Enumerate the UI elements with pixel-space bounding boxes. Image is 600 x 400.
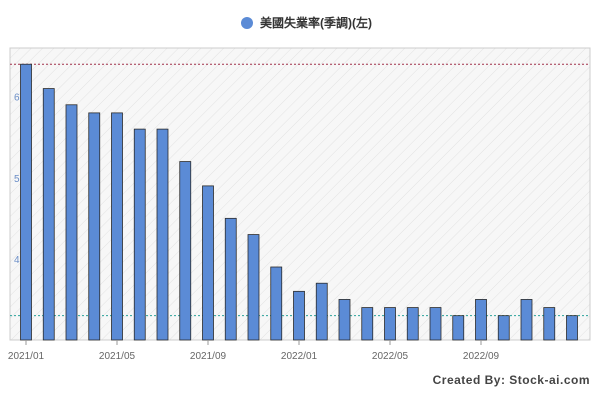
bar-2021/07[interactable] <box>156 128 169 341</box>
bar-2022/01[interactable] <box>293 290 305 341</box>
bar-2022/04[interactable] <box>361 307 374 341</box>
legend[interactable]: 美國失業率(季調)(左) <box>241 15 372 30</box>
bar-2021/03[interactable] <box>65 104 78 341</box>
bar-2022/05[interactable] <box>384 307 396 341</box>
bar-2021/09[interactable] <box>202 185 214 341</box>
credit-text: Created By: Stock-ai.com <box>433 373 590 387</box>
x-tick-label: 2021/01 <box>8 351 45 362</box>
x-tick-label: 2022/01 <box>281 351 318 362</box>
bar-2022/06[interactable] <box>406 307 419 341</box>
bar-2021/08[interactable] <box>179 161 192 341</box>
x-tick-label: 2022/05 <box>372 351 409 362</box>
legend-label: 美國失業率(季調)(左) <box>260 15 372 30</box>
bar-2022/11[interactable] <box>520 299 533 341</box>
bar-2022/03[interactable] <box>338 299 351 341</box>
x-tick-label: 2021/05 <box>99 351 136 362</box>
bar-2022/02[interactable] <box>315 282 328 341</box>
bar-2022/10[interactable] <box>497 315 510 341</box>
bar-2021/10[interactable] <box>224 217 237 341</box>
bar-2022/08[interactable] <box>452 315 465 341</box>
bar-2021/06[interactable] <box>133 128 146 341</box>
x-tick-label: 2021/09 <box>190 351 227 362</box>
bar-2021/05[interactable] <box>111 112 123 341</box>
bar-2021/01[interactable] <box>20 63 32 341</box>
bar-2022/09[interactable] <box>475 299 487 341</box>
x-tick-label: 2022/09 <box>463 351 500 362</box>
y-tick-label: 6 <box>14 93 20 104</box>
bar-2022/07[interactable] <box>429 307 442 341</box>
bar-2021/11[interactable] <box>247 234 260 341</box>
bar-2021/02[interactable] <box>42 88 55 341</box>
bar-2022/12[interactable] <box>543 307 556 341</box>
bars <box>20 63 578 341</box>
bar-2023/01[interactable] <box>566 315 578 341</box>
x-axis-ticks: 2021/01 2021/05 2021/09 2022/01 2022/05 2022/… <box>8 340 500 362</box>
y-tick-label: 4 <box>14 255 20 266</box>
y-tick-label: 5 <box>14 174 20 185</box>
bar-2021/12[interactable] <box>270 266 283 341</box>
bar-2021/04[interactable] <box>88 112 101 341</box>
legend-marker <box>241 17 253 29</box>
y-axis-ticks: 4 5 6 <box>14 93 20 266</box>
